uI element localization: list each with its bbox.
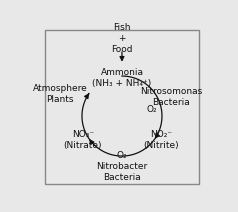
Text: Nitrobacter
Bacteria: Nitrobacter Bacteria xyxy=(96,162,148,182)
Text: NO₃⁻
(Nitrate): NO₃⁻ (Nitrate) xyxy=(64,130,102,150)
Text: Nitrosomonas
Bacteria: Nitrosomonas Bacteria xyxy=(140,87,202,107)
Text: Ammonia
(NH₃ + NH₄⁺): Ammonia (NH₃ + NH₄⁺) xyxy=(92,68,152,88)
Text: O₂: O₂ xyxy=(147,105,158,114)
Text: NO₂⁻
(Nitrite): NO₂⁻ (Nitrite) xyxy=(143,130,179,150)
Text: Atmosphere
Plants: Atmosphere Plants xyxy=(33,84,87,104)
FancyBboxPatch shape xyxy=(45,30,199,184)
Text: Fish
+
Food: Fish + Food xyxy=(111,23,133,54)
Text: O₂: O₂ xyxy=(117,151,127,160)
